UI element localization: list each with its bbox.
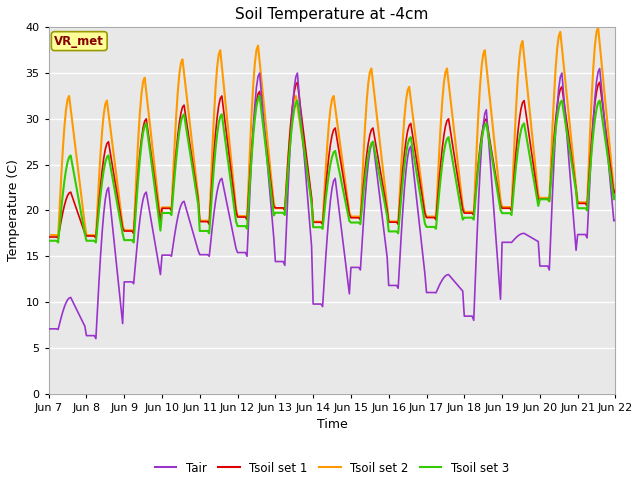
X-axis label: Time: Time [317, 418, 348, 431]
Text: VR_met: VR_met [54, 35, 104, 48]
Legend: Tair, Tsoil set 1, Tsoil set 2, Tsoil set 3: Tair, Tsoil set 1, Tsoil set 2, Tsoil se… [150, 457, 514, 479]
Title: Soil Temperature at -4cm: Soil Temperature at -4cm [236, 7, 429, 22]
Y-axis label: Temperature (C): Temperature (C) [7, 159, 20, 262]
